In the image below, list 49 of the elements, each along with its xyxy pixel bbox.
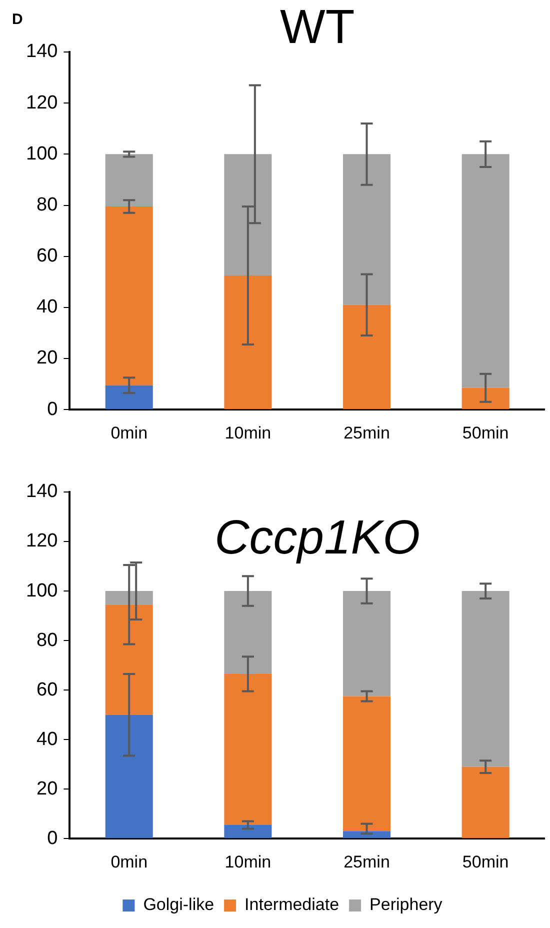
bar xyxy=(462,154,510,388)
chart-title: Cccp1KO xyxy=(214,511,420,564)
y-tick-label: 80 xyxy=(36,630,58,651)
y-tick-label: 40 xyxy=(36,728,58,750)
bar xyxy=(343,696,391,832)
bar xyxy=(462,388,510,410)
bar xyxy=(343,831,391,838)
y-tick-label: 120 xyxy=(26,530,58,552)
x-tick-label: 50min xyxy=(462,852,509,872)
bar xyxy=(462,591,510,767)
x-tick-label: 25min xyxy=(344,852,390,872)
bar xyxy=(224,154,272,276)
y-tick-label: 120 xyxy=(26,92,58,114)
y-tick-label: 60 xyxy=(36,679,58,700)
bar xyxy=(105,604,153,715)
bar xyxy=(105,206,153,386)
x-tick-label: 0min xyxy=(110,852,148,872)
y-tick-label: 40 xyxy=(36,296,58,318)
legend-label: Golgi-like xyxy=(143,895,214,914)
bar xyxy=(343,154,391,305)
bar xyxy=(224,824,272,838)
bar xyxy=(343,304,391,410)
y-tick-label: 100 xyxy=(26,580,58,602)
bar xyxy=(224,276,272,410)
y-tick-label: 0 xyxy=(47,828,58,849)
legend-label: Intermediate xyxy=(244,895,340,914)
text: D xyxy=(12,11,23,28)
bar xyxy=(462,766,510,838)
x-tick-label: 50min xyxy=(462,423,509,442)
y-tick-label: 60 xyxy=(36,246,58,267)
y-tick-label: 140 xyxy=(26,481,58,502)
bar xyxy=(224,591,272,674)
bar xyxy=(105,154,153,207)
bar xyxy=(105,714,153,838)
chart-title: WT xyxy=(280,1,355,54)
x-tick-label: 10min xyxy=(224,852,272,872)
bar xyxy=(343,591,391,696)
y-tick-label: 20 xyxy=(36,348,58,369)
legend-label: Periphery xyxy=(370,895,443,914)
y-tick-label: 20 xyxy=(36,778,58,800)
x-tick-label: 10min xyxy=(224,423,272,442)
bar xyxy=(105,385,153,410)
y-tick-label: 140 xyxy=(26,41,58,62)
y-tick-label: 0 xyxy=(47,398,58,420)
x-tick-label: 25min xyxy=(344,423,390,442)
y-tick-label: 100 xyxy=(26,143,58,164)
y-tick-label: 80 xyxy=(36,194,58,216)
x-tick-label: 0min xyxy=(110,423,148,442)
bar xyxy=(224,674,272,825)
